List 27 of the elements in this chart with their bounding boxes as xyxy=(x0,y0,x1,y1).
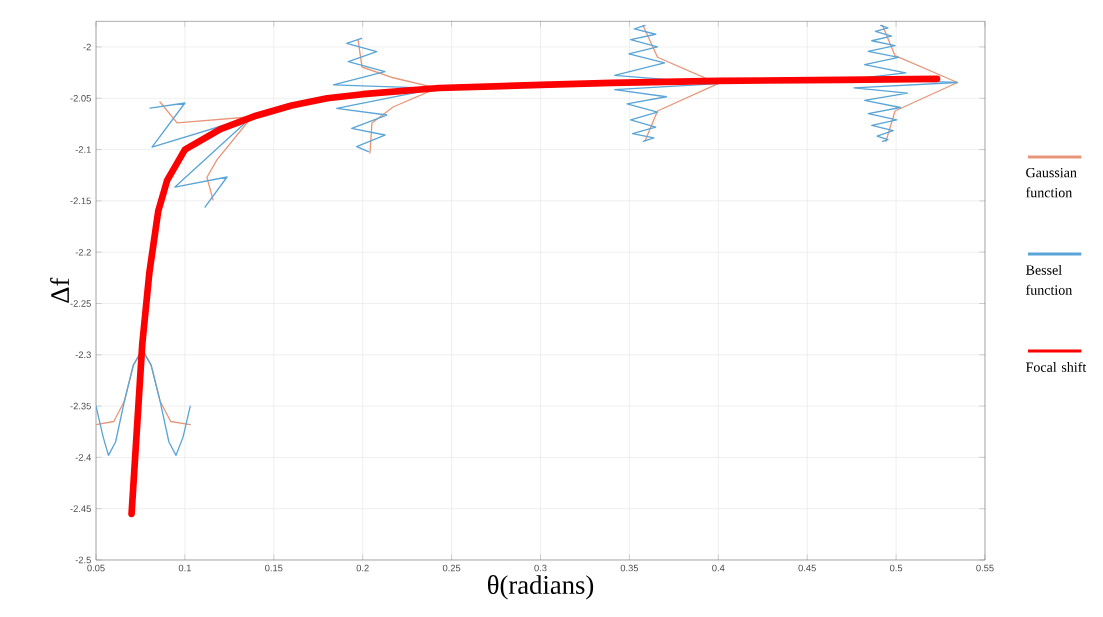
x-tick-label: 0.1 xyxy=(178,564,191,572)
y-tick-label: -2.45 xyxy=(70,505,91,512)
y-tick-label: -2.35 xyxy=(70,402,91,410)
y-tick-label: -2.4 xyxy=(75,454,92,461)
legend-label: Focal shift xyxy=(1026,361,1087,372)
x-tick-label: 0.3 xyxy=(534,564,547,572)
y-axis-title: Δf xyxy=(50,277,69,303)
x-tick-label: 0.35 xyxy=(620,564,639,572)
y-tick-label: -2.15 xyxy=(70,197,91,205)
y-tick-label: -2 xyxy=(83,43,91,51)
legend-label: Gaussian function xyxy=(1026,167,1077,198)
y-tick-label: -2.3 xyxy=(75,351,91,359)
y-tick-label: -2.1 xyxy=(75,146,91,153)
x-tick-label: 0.25 xyxy=(442,564,461,572)
x-tick-label: 0.15 xyxy=(265,564,283,572)
x-tick-label: 0.45 xyxy=(798,564,816,572)
x-tick-label: 0.05 xyxy=(87,564,105,572)
x-tick-label: 0.5 xyxy=(889,564,903,572)
x-tick-label: 0.4 xyxy=(712,564,725,572)
y-tick-label: -2.25 xyxy=(70,300,91,307)
legend-label: Bessel function xyxy=(1026,264,1073,295)
y-tick-label: -2.2 xyxy=(75,248,91,256)
x-tick-label: 0.55 xyxy=(976,564,994,572)
y-tick-label: -2.5 xyxy=(75,556,91,564)
y-tick-label: -2.05 xyxy=(70,95,91,102)
x-tick-label: 0.2 xyxy=(356,564,369,572)
x-axis-title: θ(radians) xyxy=(487,575,594,600)
